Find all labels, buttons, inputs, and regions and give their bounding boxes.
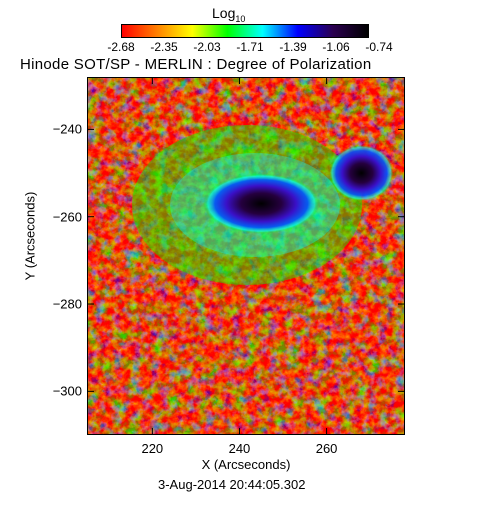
- y-tick-label: −240: [52, 121, 82, 137]
- x-axis-label: X (Arcseconds): [201, 457, 291, 472]
- x-tick-label: 240: [228, 441, 251, 456]
- colorbar-label: Log10: [212, 5, 246, 24]
- y-axis-label: Y (Arcseconds): [22, 191, 38, 281]
- observation-timestamp: 3-Aug-2014 20:44:05.302: [158, 477, 306, 492]
- colorbar-tick-label: -1.71: [236, 40, 264, 54]
- polarization-feature: [203, 173, 320, 234]
- chart-title: Hinode SOT/SP - MERLIN : Degree of Polar…: [20, 56, 372, 73]
- colorbar-ticks: -2.68 -2.35 -2.03 -1.71 -1.39 -1.06 -0.74: [105, 40, 395, 54]
- colorbar-tick-label: -0.74: [365, 40, 393, 54]
- colorbar-tick-label: -2.35: [150, 40, 178, 54]
- heatmap-plot: [87, 77, 405, 435]
- colorbar: [121, 24, 369, 38]
- colorbar-tick-label: -2.68: [107, 40, 135, 54]
- y-tick-label: −300: [52, 383, 82, 399]
- y-tick-label: −280: [52, 296, 82, 312]
- colorbar-tick-label: -2.03: [193, 40, 221, 54]
- y-tick-label: −260: [52, 209, 82, 225]
- colorbar-tick-label: -1.06: [322, 40, 350, 54]
- colorbar-tick-label: -1.39: [279, 40, 307, 54]
- x-tick-label: 220: [141, 441, 164, 456]
- polarization-feature: [329, 145, 394, 202]
- x-tick-label: 260: [315, 441, 338, 456]
